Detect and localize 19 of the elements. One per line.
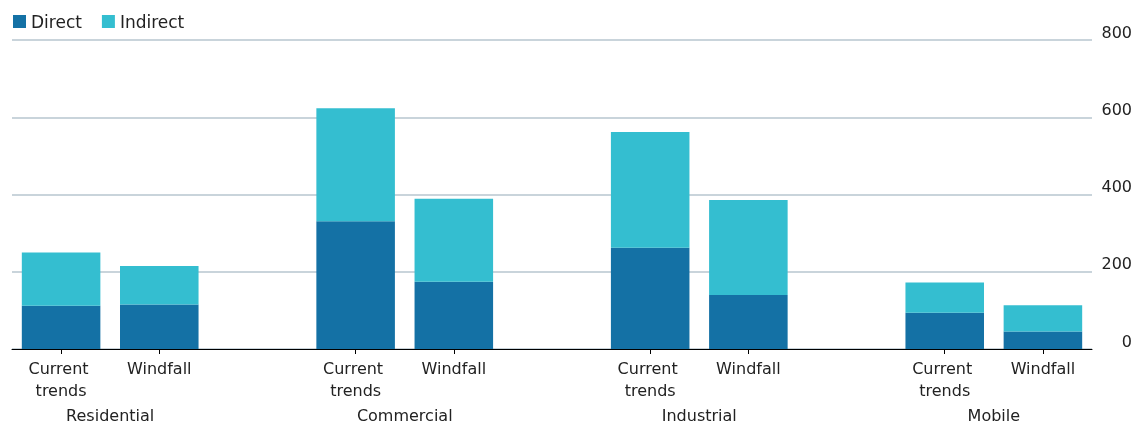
x-tick-label: Windfall	[716, 358, 781, 378]
y-tick-label: 600	[1101, 99, 1132, 119]
y-tick-label: 200	[1101, 254, 1132, 274]
legend-label: Indirect	[119, 11, 185, 32]
x-tick-label: Windfall	[127, 358, 192, 378]
y-tick-label: 0	[1121, 331, 1132, 351]
text: Mobile	[967, 405, 1021, 425]
y-tick-label: 800	[1101, 22, 1132, 42]
x-tick-label: Current trends	[617, 358, 683, 400]
text: Commercial	[356, 405, 453, 425]
x-tick-label: Current trends	[28, 358, 94, 400]
legend-label: Direct	[31, 11, 83, 32]
x-tick-label: Current trends	[912, 358, 978, 400]
text: Residential	[66, 405, 155, 425]
x-tick-label: Windfall	[421, 358, 487, 378]
y-tick-label: 400	[1101, 177, 1132, 196]
x-tick-label: Current trends	[323, 358, 389, 400]
text: Industrial	[661, 405, 737, 425]
x-tick-label: Windfall	[1010, 358, 1076, 378]
